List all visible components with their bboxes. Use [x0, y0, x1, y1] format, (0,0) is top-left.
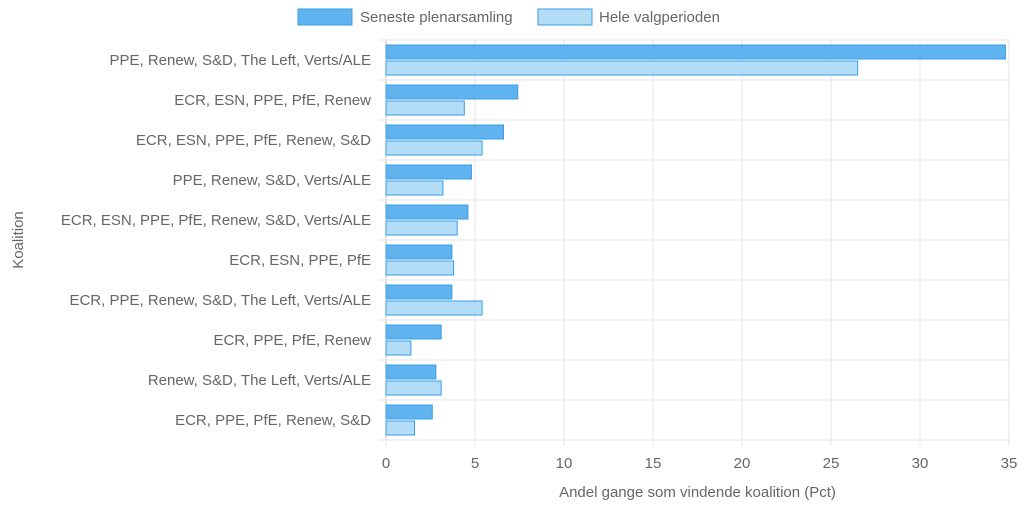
legend-item-hele[interactable]: Hele valgperioden	[537, 8, 720, 26]
legend[interactable]: Seneste plenarsamling Hele valgperioden	[297, 8, 720, 26]
x-tick-label: 10	[556, 455, 573, 472]
bar-seneste-8[interactable]	[385, 364, 437, 380]
bar-seneste-7[interactable]	[385, 324, 442, 340]
x-tick-label: 0	[382, 455, 390, 472]
legend-swatch	[537, 8, 593, 26]
category-label: ECR, PPE, Renew, S&D, The Left, Verts/AL…	[69, 292, 371, 309]
bar-hele-6[interactable]	[385, 300, 483, 316]
category-label: ECR, ESN, PPE, PfE, Renew, S&D, Verts/AL…	[61, 212, 371, 229]
category-label: PPE, Renew, S&D, The Left, Verts/ALE	[109, 52, 371, 69]
legend-label: Seneste plenarsamling	[360, 9, 513, 26]
bar-seneste-9[interactable]	[385, 404, 433, 420]
bar-seneste-3[interactable]	[385, 164, 472, 180]
bar-hele-7[interactable]	[385, 340, 412, 356]
x-tick-label: 30	[912, 455, 929, 472]
x-tick-label: 15	[645, 455, 662, 472]
bar-seneste-1[interactable]	[385, 84, 519, 100]
bar-hele-0[interactable]	[385, 60, 859, 76]
bar-seneste-5[interactable]	[385, 244, 453, 260]
category-label: PPE, Renew, S&D, Verts/ALE	[173, 172, 371, 189]
category-label: Renew, S&D, The Left, Verts/ALE	[148, 372, 371, 389]
x-tick-label: 25	[823, 455, 840, 472]
bar-seneste-6[interactable]	[385, 284, 453, 300]
category-labels: PPE, Renew, S&D, The Left, Verts/ALE ECR,…	[61, 52, 371, 429]
x-axis-title: Andel gange som vindende koalition (Pct)	[559, 484, 836, 501]
bar-hele-8[interactable]	[385, 380, 442, 396]
bar-seneste-0[interactable]	[385, 44, 1006, 60]
bar-seneste-4[interactable]	[385, 204, 469, 220]
legend-label: Hele valgperioden	[599, 9, 720, 26]
bar-seneste-2[interactable]	[385, 124, 504, 140]
legend-swatch	[297, 8, 353, 26]
bar-hele-3[interactable]	[385, 180, 444, 196]
category-label: ECR, ESN, PPE, PfE, Renew, S&D	[136, 132, 371, 149]
bar-hele-5[interactable]	[385, 260, 455, 276]
grid-lines	[380, 39, 1010, 446]
bars-group	[385, 44, 1006, 436]
category-label: ECR, ESN, PPE, PfE	[229, 252, 371, 269]
bar-hele-9[interactable]	[385, 420, 415, 436]
x-tick-label: 5	[471, 455, 479, 472]
bar-hele-1[interactable]	[385, 100, 465, 116]
bar-hele-2[interactable]	[385, 140, 483, 156]
bar-hele-4[interactable]	[385, 220, 458, 236]
category-label: ECR, PPE, PfE, Renew	[213, 332, 371, 349]
x-tick-label: 20	[734, 455, 751, 472]
category-label: ECR, PPE, PfE, Renew, S&D	[175, 412, 371, 429]
y-axis-title: Koalition	[10, 211, 27, 269]
legend-item-seneste[interactable]: Seneste plenarsamling	[297, 8, 513, 26]
category-label: ECR, ESN, PPE, PfE, Renew	[174, 92, 371, 109]
x-tick-labels: 0 5 10 15 20 25 30 35	[382, 455, 1018, 472]
x-tick-label: 35	[1001, 455, 1018, 472]
